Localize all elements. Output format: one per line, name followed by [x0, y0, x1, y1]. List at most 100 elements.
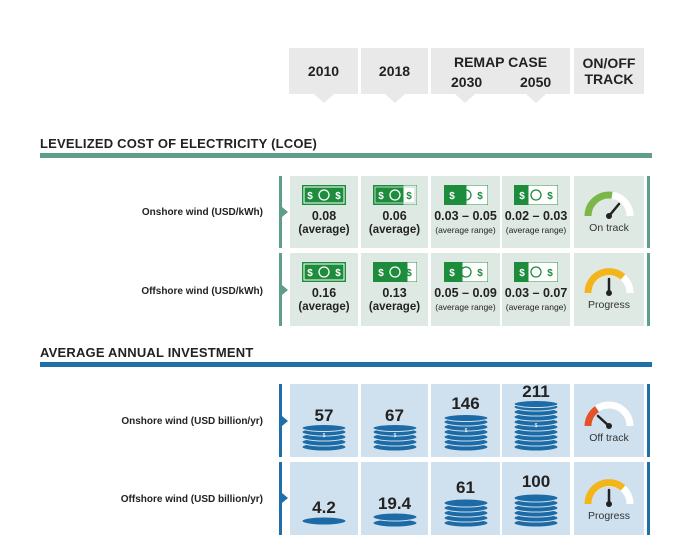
row-pointer-icon: [282, 493, 288, 503]
track-status-label: On track: [589, 222, 629, 234]
row-pointer-icon: [282, 285, 288, 295]
row-right-border: [647, 462, 650, 535]
investment-section-divider: [40, 362, 652, 367]
investment-value: 146: [451, 394, 480, 413]
lcoe-value-note: (average): [368, 301, 421, 313]
column-header-2050-label: 2050: [520, 74, 552, 90]
svg-text:$: $: [519, 268, 525, 279]
row-right-border: [647, 253, 650, 326]
svg-text:$: $: [547, 191, 553, 202]
dollar-bill-icon: $ $: [443, 185, 488, 205]
lcoe-value: 0.16: [311, 286, 337, 300]
lcoe-value: 0.13: [382, 286, 407, 300]
investment-offshore-track-cell: Progress: [574, 462, 644, 535]
svg-text:$: $: [378, 268, 384, 279]
svg-text:$: $: [477, 191, 483, 202]
svg-text:$: $: [406, 268, 412, 279]
dollar-bill-icon: $ $: [372, 262, 417, 282]
gauge-icon: [584, 401, 634, 429]
svg-text:$: $: [323, 433, 326, 439]
row-left-border: [279, 462, 282, 535]
dollar-bill-icon: $ $: [372, 185, 417, 205]
lcoe-value-note: (average range): [435, 225, 496, 235]
column-header-remap-case: REMAP CASE 2030 2050: [431, 48, 570, 103]
coin-stack-icon: [443, 498, 488, 528]
lcoe-value: 0.03 – 0.05: [434, 209, 497, 223]
lcoe-onshore-2030-cell: $ $ 0.03 – 0.05 (average range): [431, 176, 500, 248]
lcoe-onshore-2050-cell: $ $ 0.02 – 0.03 (average range): [502, 176, 570, 248]
gauge-icon: [584, 479, 634, 507]
gauge-icon: [584, 191, 634, 219]
investment-value: 19.4: [377, 494, 412, 513]
row-left-border: [279, 384, 282, 457]
investment-onshore-2050-cell: 211 $: [502, 382, 570, 457]
svg-text:$: $: [547, 268, 553, 279]
svg-text:$: $: [535, 423, 538, 429]
lcoe-offshore-label: Offshore wind (USD/kWh): [141, 286, 263, 297]
lcoe-offshore-2018-cell: $ $ 0.13 (average): [361, 253, 428, 326]
svg-text:$: $: [449, 191, 455, 202]
header-pointer-2030: [455, 94, 475, 103]
svg-text:$: $: [307, 268, 313, 279]
row-right-border: [647, 384, 650, 457]
track-header-line2: TRACK: [584, 71, 634, 87]
lcoe-section-divider: [40, 153, 652, 158]
row-right-border: [647, 176, 650, 248]
coin-stack-icon: [513, 493, 559, 528]
lcoe-value: 0.06: [382, 209, 407, 223]
row-pointer-icon: [282, 416, 288, 426]
lcoe-onshore-track-cell: On track: [574, 176, 644, 248]
track-status-label: Progress: [587, 299, 630, 311]
investment-onshore-2030-cell: 146 $: [431, 384, 500, 457]
dollar-bill-icon: $ $: [302, 185, 346, 205]
lcoe-value-note: (average range): [505, 225, 567, 235]
svg-text:$: $: [335, 268, 341, 279]
lcoe-value-note: (average): [298, 301, 350, 313]
lcoe-onshore-2018-cell: $ $ 0.06 (average): [361, 176, 428, 248]
svg-text:$: $: [393, 433, 396, 439]
column-header-2018-label: 2018: [378, 63, 411, 79]
lcoe-offshore-2030-cell: $ $ 0.05 – 0.09 (average range): [431, 253, 500, 326]
lcoe-onshore-2010-cell: $ $ 0.08 (average): [290, 176, 358, 248]
dollar-bill-icon: $ $: [443, 262, 488, 282]
track-header-line1: ON/OFF: [582, 55, 636, 71]
svg-text:$: $: [449, 268, 455, 279]
row-left-border: [279, 176, 282, 248]
investment-onshore-2018-cell: 67 $: [361, 384, 428, 457]
investment-offshore-2030-cell: 61: [431, 462, 500, 535]
lcoe-value: 0.08: [311, 209, 337, 223]
svg-text:$: $: [406, 191, 412, 202]
remap-case-title: REMAP CASE: [453, 54, 548, 70]
svg-text:$: $: [464, 428, 467, 434]
investment-value: 57: [314, 406, 334, 425]
row-pointer-icon: [282, 207, 288, 217]
svg-text:$: $: [335, 191, 341, 202]
coin-stack-icon: $: [301, 424, 347, 452]
lcoe-section-title: LEVELIZED COST OF ELECTRICITY (LCOE): [40, 136, 318, 151]
gauge-icon: [584, 268, 634, 296]
column-header-track: ON/OFF TRACK: [574, 48, 644, 94]
track-status-label: Off track: [589, 432, 629, 444]
dollar-bill-icon: $ $: [514, 185, 558, 205]
investment-offshore-2050-cell: 100: [502, 462, 570, 535]
investment-offshore-2018-cell: 19.4: [361, 462, 428, 535]
lcoe-offshore-track-cell: Progress: [574, 253, 644, 326]
svg-text:$: $: [307, 191, 313, 202]
investment-onshore-track-cell: Off track: [574, 384, 644, 457]
column-header-2030-label: 2030: [451, 74, 483, 90]
column-header-2010: 2010: [289, 48, 358, 103]
dollar-bill-icon: $ $: [514, 262, 558, 282]
investment-value: 61: [456, 478, 475, 497]
svg-text:$: $: [378, 191, 384, 202]
lcoe-offshore-2050-cell: $ $ 0.03 – 0.07 (average range): [502, 253, 570, 326]
svg-text:$: $: [477, 268, 483, 279]
coin-stack-icon: [301, 516, 347, 526]
header-pointer-2050: [526, 94, 546, 103]
lcoe-value: 0.02 – 0.03: [504, 209, 568, 223]
investment-onshore-2010-cell: 57 $: [290, 384, 358, 457]
lcoe-value-note: (average range): [505, 302, 567, 312]
row-left-border: [279, 253, 282, 326]
investment-value: 211: [522, 382, 550, 401]
investment-onshore-label: Onshore wind (USD billion/yr): [121, 416, 263, 427]
coin-stack-icon: $: [372, 424, 417, 452]
